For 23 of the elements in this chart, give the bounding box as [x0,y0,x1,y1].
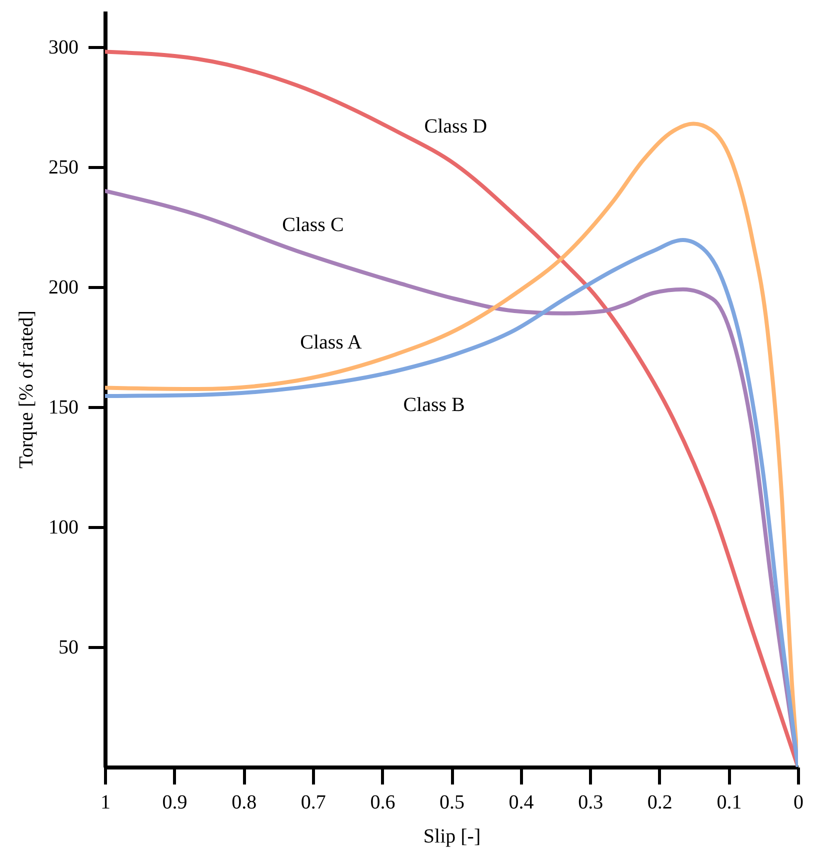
x-axis-title: Slip [-] [423,826,481,848]
x-tick-label: 0.4 [508,792,534,814]
x-tick-label: 0 [794,792,804,814]
series-label: Class C [282,214,344,236]
y-tick-label: 300 [48,36,78,58]
x-tick-label: 0.6 [370,792,396,814]
x-tick-label: 0.2 [647,792,672,814]
x-tick-label: 0.1 [716,792,742,814]
y-tick-label: 200 [48,276,78,298]
x-tick-label: 0.7 [300,792,326,814]
series-label: Class D [424,116,488,138]
x-tick-label: 0.5 [440,792,464,814]
y-tick-label: 50 [58,636,78,658]
series-label: Class B [403,394,465,416]
y-tick-label: 250 [48,156,78,178]
y-tick-label: 150 [48,396,78,418]
y-tick-label: 100 [48,516,78,538]
y-axis-title: Torque [% of rated] [16,310,38,468]
x-tick-label: 1 [100,792,110,814]
series-label: Class A [300,332,362,354]
x-tick-label: 0.8 [232,792,257,814]
x-tick-label: 0.3 [578,792,604,814]
x-tick-label: 0.9 [162,792,188,814]
